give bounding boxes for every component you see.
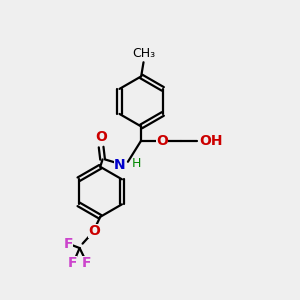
Text: O: O [156, 134, 168, 148]
Text: CH₃: CH₃ [132, 47, 155, 61]
Text: OH: OH [199, 134, 223, 148]
Text: H: H [132, 157, 141, 170]
Text: F: F [64, 237, 73, 250]
Text: O: O [95, 130, 107, 144]
Text: N: N [114, 158, 126, 172]
Text: O: O [88, 224, 100, 238]
Text: F: F [82, 256, 92, 270]
Text: F: F [68, 256, 77, 270]
